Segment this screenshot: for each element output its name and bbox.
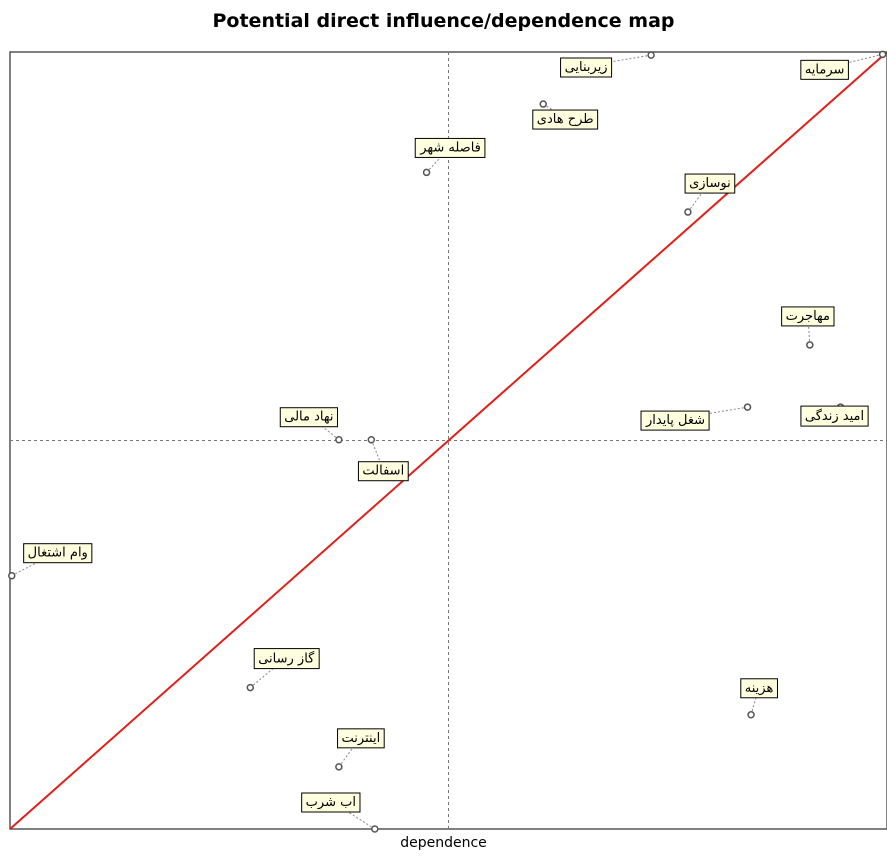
data-point: [371, 825, 379, 833]
data-point-group: نهاد مالی: [279, 407, 343, 444]
point-label-box: [800, 405, 869, 427]
data-point: [684, 208, 692, 216]
leader-line: [11, 551, 58, 577]
point-label-box: [279, 407, 338, 428]
point-label-box: [532, 109, 599, 130]
point-label-box: [781, 306, 835, 327]
data-point-group: امید زندگی: [800, 403, 869, 427]
point-label-box: [414, 137, 486, 158]
data-point: [647, 51, 655, 59]
point-label: هزینه: [745, 681, 774, 696]
data-point-group: شغل پایدار: [640, 403, 752, 431]
data-point-group: اسفالت: [357, 435, 409, 482]
point-label-box: [357, 461, 409, 482]
point-label: اینترنت: [342, 731, 381, 746]
data-point-group: طرح هادی: [532, 100, 599, 130]
data-point-group: فاصله شهر: [414, 137, 486, 177]
data-point: [743, 403, 752, 411]
leader-line: [586, 54, 652, 67]
x-axis-label: dependence: [400, 835, 487, 851]
data-point: [8, 571, 16, 580]
point-label-box: [560, 57, 613, 78]
point-label-box: [640, 410, 710, 431]
point-label: وام اشتغال: [28, 546, 88, 561]
point-label: طرح هادی: [537, 112, 594, 127]
point-label: فاصله شهر: [419, 140, 481, 155]
data-point: [335, 435, 343, 444]
point-label: امید زندگی: [805, 408, 864, 424]
data-point-group: نوسازی: [684, 173, 736, 216]
data-point-group: اب شرب: [301, 792, 379, 833]
leader-line: [370, 439, 384, 470]
point-label: اب شرب: [306, 795, 356, 810]
data-point-group: سرمایه: [800, 50, 887, 80]
point-label: نوسازی: [689, 176, 731, 191]
data-point: [367, 435, 376, 444]
data-point-group: اینترنت: [335, 728, 385, 771]
data-point-group: گاز رسانی: [246, 648, 320, 692]
diagonal-line: [9, 51, 887, 830]
point-label: نهاد مالی: [284, 410, 333, 425]
chart-title: Potential direct influence/dependence ma…: [212, 10, 675, 32]
point-label: زیربنایی: [565, 60, 608, 75]
point-label-box: [337, 728, 385, 749]
data-point: [747, 711, 755, 719]
point-label: سرمایه: [805, 62, 845, 77]
data-point-group: مهاجرت: [781, 306, 835, 349]
point-label-box: [253, 648, 320, 670]
point-label-box: [23, 543, 93, 564]
points-layer: زیربنایی سرمایه طرح هادی فاصله شهر نوسازی مها…: [8, 50, 887, 833]
data-point: [335, 763, 343, 771]
point-label: اسفالت: [362, 464, 404, 479]
data-point: [878, 50, 887, 59]
data-point-group: هزینه: [740, 678, 778, 719]
leader-line: [330, 800, 376, 830]
data-point-group: زیربنایی: [560, 51, 655, 78]
data-point: [539, 100, 547, 108]
data-point: [422, 168, 431, 177]
point-label-box: [740, 678, 778, 699]
point-label: شغل پایدار: [645, 413, 705, 428]
point-label: گاز رسانی: [258, 651, 315, 667]
point-label-box: [301, 792, 361, 813]
data-point-group: وام اشتغال: [8, 543, 93, 580]
data-point: [806, 341, 814, 349]
point-label: مهاجرت: [786, 309, 830, 324]
data-point: [246, 683, 255, 692]
point-label-box: [684, 173, 736, 194]
point-label-box: [800, 59, 849, 80]
